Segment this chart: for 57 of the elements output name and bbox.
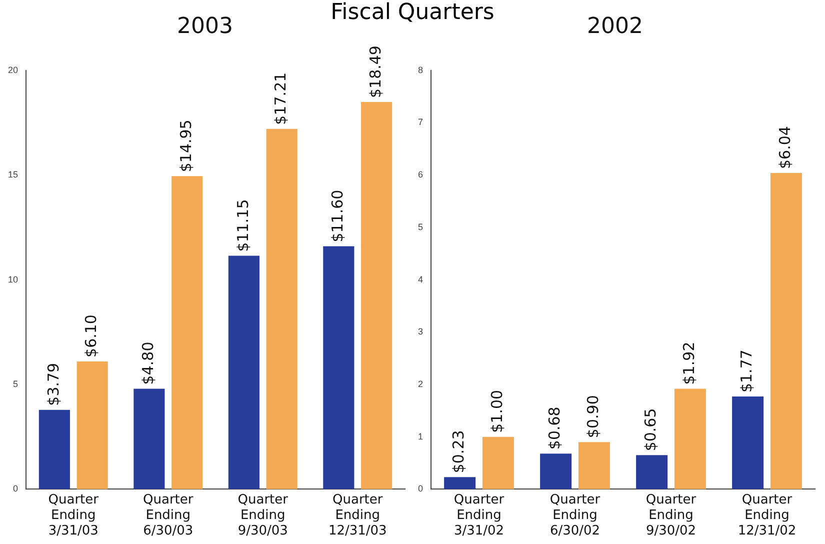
data-label: $0.68: [546, 406, 564, 450]
bar: [38, 410, 70, 490]
bar: [732, 396, 764, 490]
y-tick-label: 0: [12, 484, 18, 494]
chart-title: 2002: [587, 14, 643, 39]
bar: [636, 455, 668, 490]
data-label: $6.10: [82, 314, 100, 358]
bar: [444, 477, 476, 490]
y-tick-label: 1: [418, 431, 424, 442]
bar: [323, 246, 354, 490]
data-label: $11.15: [234, 199, 252, 252]
y-tick-label: 3: [418, 326, 424, 337]
bar: [674, 388, 706, 490]
bar: [76, 361, 108, 490]
y-tick-label: 0: [418, 484, 424, 494]
x-tick-label: Quarter Ending 6/30/02: [550, 492, 601, 539]
data-label: $1.77: [738, 350, 756, 393]
text: Fiscal Quarters: [330, 0, 494, 25]
y-tick-label: 5: [418, 222, 424, 232]
y-tick-label: 20: [8, 64, 18, 75]
x-tick-label: Quarter Ending 6/30/03: [143, 492, 194, 539]
y-tick-label: 4: [418, 274, 424, 284]
bar: [228, 256, 260, 490]
data-label: $14.95: [176, 120, 195, 172]
data-label: $3.79: [44, 362, 62, 406]
y-tick-label: 5: [12, 378, 18, 389]
data-label: $18.49: [366, 46, 384, 98]
y-tick-label: 6: [418, 170, 424, 180]
data-label: $17.21: [272, 72, 290, 125]
x-tick-label: Quarter Ending 3/31/02: [454, 492, 505, 539]
bar: [134, 388, 165, 490]
data-label: $0.23: [450, 430, 468, 474]
bar: [172, 176, 203, 490]
chart-title: 2003: [177, 14, 233, 39]
x-tick-label: Quarter Ending 9/30/03: [238, 492, 289, 539]
y-tick-label: 7: [418, 117, 424, 128]
data-label: $1.92: [680, 342, 698, 385]
bar: [482, 436, 514, 490]
bar: [361, 102, 392, 490]
x-tick-label: Quarter Ending 3/31/03: [48, 492, 100, 539]
data-label: $11.60: [328, 190, 347, 242]
x-tick-label: Quarter Ending 12/31/02: [738, 492, 796, 539]
bar: [540, 454, 572, 490]
data-label: $6.04: [776, 126, 794, 170]
bar: [266, 128, 298, 490]
data-label: $1.00: [488, 390, 506, 433]
y-tick-label: 10: [8, 274, 18, 284]
x-tick-label: Quarter Ending 9/30/02: [646, 492, 697, 539]
bar: [578, 442, 610, 490]
bar: [770, 173, 802, 490]
data-label: $4.80: [139, 342, 158, 385]
y-tick-label: 8: [418, 64, 424, 75]
y-tick-label: 15: [8, 170, 18, 180]
data-label: $0.65: [642, 408, 660, 452]
data-label: $0.90: [584, 395, 602, 438]
y-tick-label: 2: [418, 378, 424, 389]
x-tick-label: Quarter Ending 12/31/03: [328, 492, 387, 539]
